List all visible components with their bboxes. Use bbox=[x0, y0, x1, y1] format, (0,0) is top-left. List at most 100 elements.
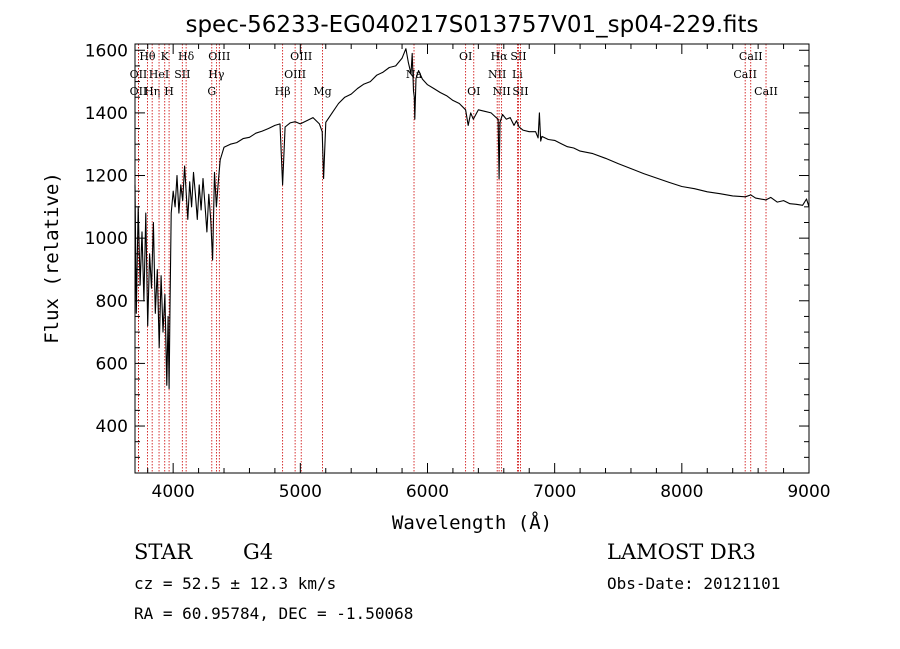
observation-date: Obs-Date: 20121101 bbox=[607, 574, 780, 593]
data-point-81 bbox=[405, 48, 407, 49]
line-marker-label-24: SII bbox=[512, 85, 528, 98]
data-point-95 bbox=[452, 100, 454, 101]
data-point-89 bbox=[418, 70, 419, 71]
data-point-117 bbox=[537, 137, 539, 139]
data-point-108 bbox=[502, 114, 503, 115]
x-tick-label-2: 6000 bbox=[406, 482, 449, 502]
data-point-32 bbox=[191, 206, 192, 208]
data-point-71 bbox=[344, 96, 346, 98]
data-point-131 bbox=[643, 173, 644, 174]
line-marker-label-19: NII bbox=[488, 68, 506, 81]
data-point-70 bbox=[338, 103, 339, 104]
data-point-11 bbox=[155, 312, 156, 314]
data-point-27 bbox=[182, 200, 183, 201]
line-marker-label-22: Li bbox=[512, 68, 523, 81]
data-point-101 bbox=[478, 109, 479, 111]
data-point-135 bbox=[694, 188, 695, 189]
data-point-148 bbox=[802, 204, 803, 206]
data-point-58 bbox=[282, 184, 283, 186]
data-point-82 bbox=[408, 62, 409, 64]
data-point-126 bbox=[579, 150, 581, 152]
data-point-62 bbox=[300, 123, 301, 125]
data-point-53 bbox=[255, 132, 257, 134]
data-point-49 bbox=[230, 143, 231, 145]
data-point-110 bbox=[509, 117, 511, 118]
data-point-68 bbox=[325, 121, 327, 123]
data-point-121 bbox=[548, 139, 549, 140]
x-tick-label-5: 9000 bbox=[787, 482, 830, 502]
data-point-76 bbox=[376, 75, 377, 76]
line-marker-label-10: Hγ bbox=[208, 68, 225, 81]
data-point-1 bbox=[135, 312, 137, 314]
y-tick-label-5: 1400 bbox=[85, 104, 128, 124]
line-marker-label-0: Hθ bbox=[139, 50, 156, 63]
data-point-20 bbox=[169, 306, 171, 308]
data-point-140 bbox=[750, 194, 752, 196]
line-marker-label-25: CaII bbox=[733, 68, 757, 81]
data-point-92 bbox=[433, 88, 435, 89]
object-class: STAR bbox=[134, 540, 193, 564]
data-point-106 bbox=[498, 178, 500, 179]
data-point-44 bbox=[214, 172, 215, 173]
data-point-8 bbox=[149, 253, 150, 255]
data-point-74 bbox=[363, 83, 365, 85]
data-point-84 bbox=[411, 53, 413, 54]
data-point-136 bbox=[706, 191, 708, 193]
data-point-87 bbox=[414, 118, 416, 120]
data-point-22 bbox=[172, 190, 174, 192]
data-point-123 bbox=[560, 143, 562, 144]
data-point-52 bbox=[249, 137, 250, 138]
data-point-28 bbox=[184, 165, 185, 167]
data-point-59 bbox=[284, 126, 286, 128]
data-point-103 bbox=[490, 112, 492, 114]
data-point-99 bbox=[470, 112, 472, 114]
data-point-64 bbox=[312, 117, 314, 118]
data-point-38 bbox=[202, 178, 204, 179]
data-point-69 bbox=[331, 112, 333, 114]
data-point-73 bbox=[357, 88, 358, 89]
data-point-60 bbox=[289, 122, 291, 124]
data-point-63 bbox=[306, 120, 307, 122]
data-point-128 bbox=[605, 157, 606, 159]
data-point-65 bbox=[319, 123, 320, 125]
ra-dec-coordinates: RA = 60.95784, DEC = -1.50068 bbox=[134, 604, 413, 623]
data-point-98 bbox=[467, 125, 469, 126]
data-point-111 bbox=[513, 125, 515, 126]
line-marker-label-23: SII bbox=[510, 50, 526, 63]
data-point-48 bbox=[223, 147, 225, 148]
data-point-97 bbox=[465, 109, 466, 111]
series-line-0 bbox=[134, 48, 810, 390]
data-point-54 bbox=[261, 130, 263, 132]
data-point-50 bbox=[236, 142, 238, 143]
data-point-137 bbox=[719, 193, 721, 194]
data-point-9 bbox=[151, 287, 152, 289]
data-point-40 bbox=[206, 231, 208, 233]
spectrum-series bbox=[134, 48, 810, 390]
line-marker-label-13: OIII bbox=[284, 68, 306, 81]
line-marker-label-20: NII bbox=[492, 85, 510, 98]
axes: 4000 5000 6000 7000 8000 9000 400 600 800 1000 120… bbox=[85, 41, 831, 502]
data-point-56 bbox=[274, 125, 276, 126]
data-point-115 bbox=[528, 131, 530, 132]
data-point-10 bbox=[153, 222, 154, 223]
data-point-18 bbox=[167, 316, 169, 317]
line-markers: HθOIIOIIHηHeIKHSIIHδGHγOIIIHβOIIIOIIIMgN… bbox=[130, 44, 778, 473]
y-tick-label-4: 1200 bbox=[85, 167, 128, 187]
line-marker-label-9: G bbox=[207, 85, 216, 98]
y-tick-label-2: 800 bbox=[96, 292, 128, 312]
data-point-34 bbox=[195, 194, 196, 195]
data-point-35 bbox=[197, 219, 198, 220]
data-point-116 bbox=[535, 131, 536, 132]
data-point-144 bbox=[776, 201, 778, 203]
chart-title: spec-56233-EG040217S013757V01_sp04-229.f… bbox=[185, 12, 758, 38]
data-point-21 bbox=[170, 212, 172, 214]
data-point-91 bbox=[427, 84, 428, 86]
data-point-39 bbox=[204, 203, 206, 205]
data-point-145 bbox=[783, 200, 784, 201]
line-marker-label-17: OI bbox=[459, 50, 472, 63]
line-marker-label-8: Hδ bbox=[178, 50, 195, 63]
y-tick-label-6: 1600 bbox=[85, 41, 128, 61]
data-point-125 bbox=[573, 147, 575, 149]
data-point-109 bbox=[506, 118, 507, 120]
